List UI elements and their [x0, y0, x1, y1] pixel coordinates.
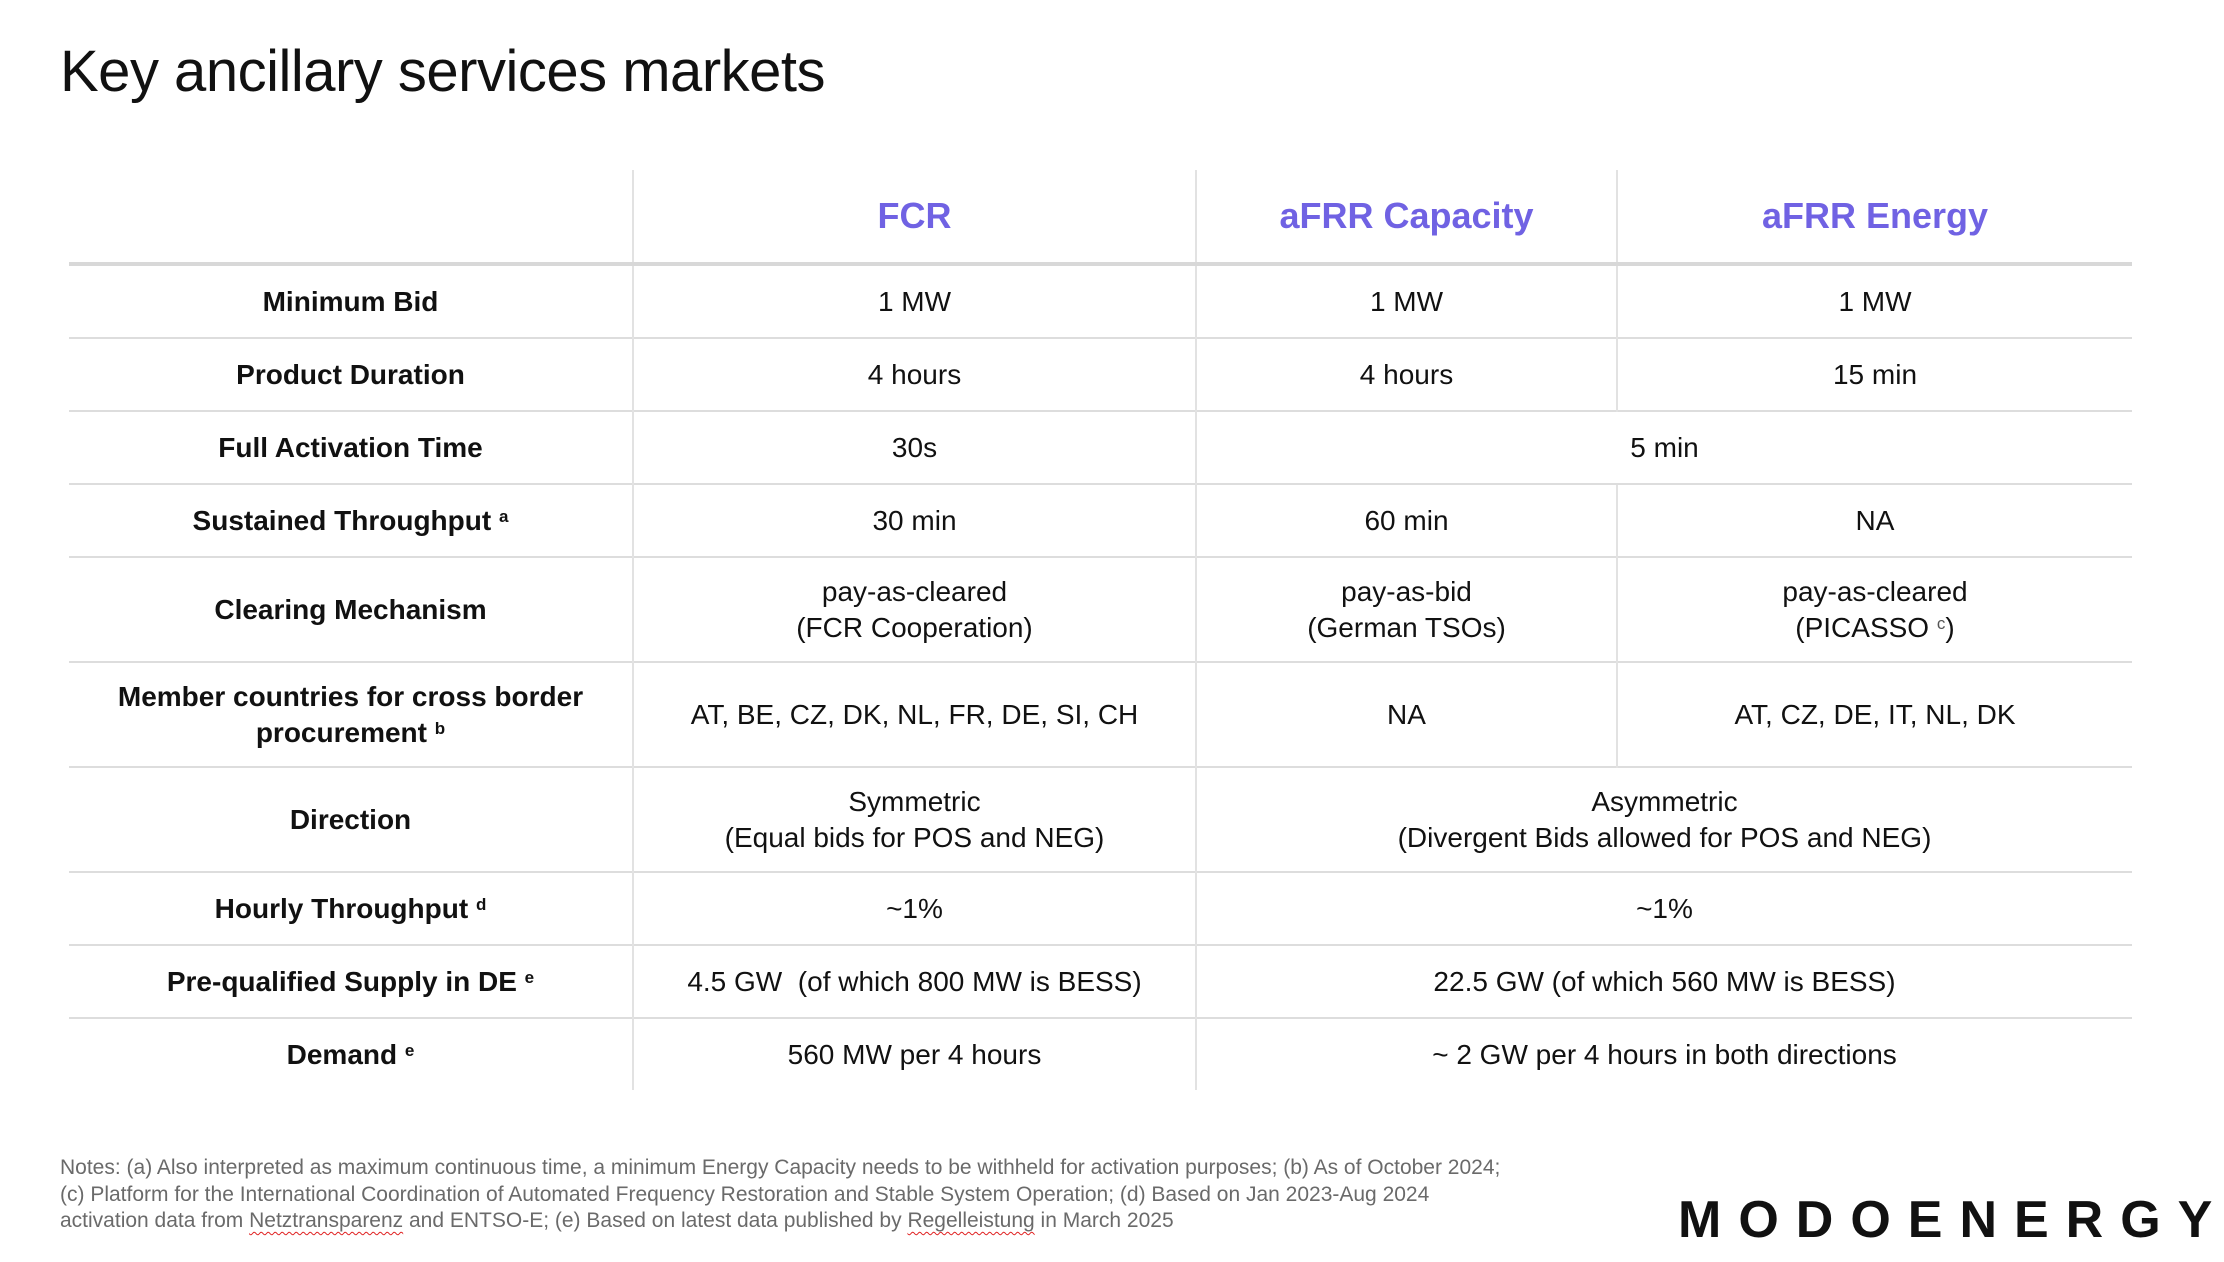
- line-2: (Divergent Bids allowed for POS and NEG): [1397, 821, 1932, 853]
- label-text: Sustained Throughput: [192, 504, 492, 536]
- row-label: Hourly Throughput d: [69, 871, 633, 945]
- note-line-1: Notes: (a) Also interpreted as maximum c…: [60, 1156, 1501, 1179]
- footnote-marker: e: [404, 1040, 415, 1060]
- header-row: FCR aFRR Capacity aFRR Energy: [69, 170, 2132, 266]
- cell-fcr: 1 MW: [632, 263, 1196, 338]
- header-afrr-energy: aFRR Energy: [1616, 170, 2132, 266]
- cell-afrr-energy: 15 min: [1616, 337, 2132, 411]
- row-label: Pre-qualified Supply in DE e: [69, 944, 633, 1018]
- table-row: Pre-qualified Supply in DE e 4.5 GW (of …: [69, 944, 2132, 1018]
- label-text: Pre-qualified Supply in DE: [166, 965, 517, 997]
- cell-fcr: ~1%: [632, 871, 1196, 945]
- cell-fcr: AT, BE, CZ, DK, NL, FR, DE, SI, CH: [632, 661, 1196, 767]
- line-1: Symmetric: [848, 785, 981, 817]
- line-2: (Equal bids for POS and NEG): [724, 821, 1105, 853]
- cell-afrr-merged: ~ 2 GW per 4 hours in both directions: [1195, 1017, 2132, 1090]
- line-2: (PICASSO: [1795, 611, 1937, 643]
- row-label: Full Activation Time: [69, 410, 633, 484]
- row-label: Clearing Mechanism: [69, 556, 633, 662]
- cell-afrr-capacity: 1 MW: [1195, 263, 1617, 338]
- line-1: pay-as-bid: [1341, 575, 1472, 607]
- cell-fcr: 30 min: [632, 483, 1196, 557]
- cell-fcr: 4.5 GW (of which 800 MW is BESS): [632, 944, 1196, 1018]
- line-1: pay-as-cleared: [1782, 575, 1968, 607]
- table-row: Sustained Throughput a 30 min 60 min NA: [69, 483, 2132, 557]
- line-2: (FCR Cooperation): [796, 611, 1033, 643]
- note-text: activation data from: [60, 1209, 250, 1232]
- note-line-2: (c) Platform for the International Coord…: [60, 1182, 1430, 1206]
- cell-afrr-merged: ~1%: [1195, 871, 2132, 945]
- note-text: and ENTSO-E; (e) Based on latest data pu…: [403, 1209, 908, 1232]
- table-row: Product Duration 4 hours 4 hours 15 min: [69, 337, 2132, 411]
- cell-fcr: pay-as-cleared (FCR Cooperation): [632, 556, 1196, 662]
- cell-afrr-merged: 5 min: [1195, 410, 2132, 484]
- footnotes: Notes: (a) Also interpreted as maximum c…: [60, 1155, 1700, 1235]
- note-regelleistung: Regelleistung: [907, 1209, 1035, 1232]
- table-row: Full Activation Time 30s 5 min: [69, 410, 2132, 484]
- cell-afrr-merged: 22.5 GW (of which 560 MW is BESS): [1195, 944, 2132, 1018]
- modo-energy-logo: MODOENERGY: [1678, 1191, 2224, 1249]
- footnote-marker: a: [498, 506, 509, 526]
- label-line-1: Member countries for cross border: [117, 680, 584, 712]
- cell-afrr-energy: AT, CZ, DE, IT, NL, DK: [1616, 661, 2132, 767]
- line-1: pay-as-cleared: [821, 575, 1008, 607]
- line-2: (German TSOs): [1307, 611, 1506, 643]
- row-label: Minimum Bid: [69, 263, 633, 338]
- header-afrr-capacity: aFRR Capacity: [1195, 170, 1617, 266]
- row-label: Member countries for cross border procure…: [69, 661, 633, 767]
- table-row: Hourly Throughput d ~1% ~1%: [69, 871, 2132, 945]
- cell-afrr-merged: Asymmetric (Divergent Bids allowed for PO…: [1195, 766, 2132, 872]
- header-blank: [69, 170, 633, 266]
- row-label: Demand e: [69, 1017, 633, 1090]
- table-row: Minimum Bid 1 MW 1 MW 1 MW: [69, 263, 2132, 338]
- footnote-marker: b: [434, 718, 446, 738]
- cell-afrr-energy: NA: [1616, 483, 2132, 557]
- cell-fcr: 560 MW per 4 hours: [632, 1017, 1196, 1090]
- label-text: Demand: [286, 1038, 398, 1070]
- row-label: Direction: [69, 766, 633, 872]
- cell-afrr-energy: 1 MW: [1616, 263, 2132, 338]
- line-1: Asymmetric: [1591, 785, 1738, 817]
- line-2-end: ): [1945, 611, 1955, 643]
- row-label: Product Duration: [69, 337, 633, 411]
- label-line-2: procurement: [255, 716, 427, 748]
- cell-fcr: 30s: [632, 410, 1196, 484]
- markets-table: FCR aFRR Capacity aFRR Energy Minimum Bi…: [69, 170, 2132, 1090]
- table-row: Member countries for cross border procure…: [69, 661, 2132, 767]
- table-row: Demand e 560 MW per 4 hours ~ 2 GW per 4…: [69, 1017, 2132, 1090]
- note-line-3: activation data from Netztransparenz and…: [60, 1208, 1700, 1235]
- cell-fcr: Symmetric (Equal bids for POS and NEG): [632, 766, 1196, 872]
- header-fcr: FCR: [632, 170, 1196, 266]
- label-text: Hourly Throughput: [214, 892, 469, 924]
- table-row: Clearing Mechanism pay-as-cleared (FCR Co…: [69, 556, 2132, 662]
- note-netztransparenz: Netztransparenz: [249, 1209, 404, 1232]
- footnote-marker: c: [1936, 613, 1946, 633]
- note-text: in March 2025: [1034, 1209, 1174, 1232]
- cell-afrr-capacity: 60 min: [1195, 483, 1617, 557]
- table-row: Direction Symmetric (Equal bids for POS a…: [69, 766, 2132, 872]
- footnote-marker: e: [524, 967, 535, 987]
- cell-afrr-energy: pay-as-cleared (PICASSO c): [1616, 556, 2132, 662]
- cell-afrr-capacity: pay-as-bid (German TSOs): [1195, 556, 1617, 662]
- cell-fcr: 4 hours: [632, 337, 1196, 411]
- row-label: Sustained Throughput a: [69, 483, 633, 557]
- cell-afrr-capacity: NA: [1195, 661, 1617, 767]
- cell-afrr-capacity: 4 hours: [1195, 337, 1617, 411]
- page-title: Key ancillary services markets: [60, 39, 826, 104]
- footnote-marker: d: [475, 894, 487, 914]
